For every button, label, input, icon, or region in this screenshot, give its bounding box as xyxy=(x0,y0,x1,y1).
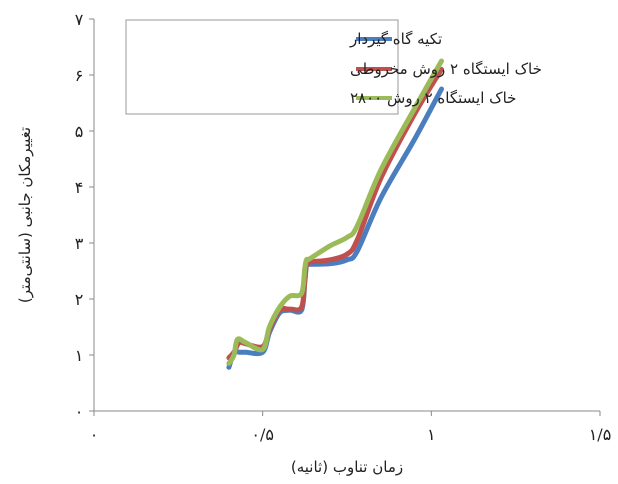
x-tick-label: ۱/۵ xyxy=(589,425,612,444)
y-tick-label: ۳ xyxy=(75,234,84,253)
tick-marks: ۰ ۱ ۲ ۳ ۴ ۵ ۶ ۷ ۰ ۰/۵ ۱ ۱/۵ xyxy=(75,10,612,444)
y-tick-label: ۶ xyxy=(75,66,84,85)
y-tick-label: ۷ xyxy=(75,10,84,29)
x-tick-label: ۰ xyxy=(90,425,99,444)
y-tick-label: ۴ xyxy=(75,178,84,197)
legend-label-1: خاک ایستگاه ۲ روش مخروطی xyxy=(350,60,542,78)
x-tick-label: ۰/۵ xyxy=(251,425,274,444)
y-axis-title: تغییرمکان جانبی (سانتی‌متر) xyxy=(16,127,34,303)
legend-box xyxy=(125,19,399,115)
legend-label-2: خاک ایستگاه ۲ روش ۲۸۰۰ xyxy=(350,89,516,107)
y-tick-label: ۲ xyxy=(75,290,84,309)
legend: تکیه گاه گیردار خاک ایستگاه ۲ روش مخروطی… xyxy=(125,19,542,115)
x-axis-title: زمان تناوب (ثانیه) xyxy=(291,458,403,476)
series-line-2 xyxy=(226,58,444,366)
y-tick-label: ۵ xyxy=(75,122,84,141)
x-tick-label: ۱ xyxy=(427,425,436,444)
y-tick-label: ۰ xyxy=(75,402,84,421)
series-line-0 xyxy=(226,86,444,370)
series-lines xyxy=(226,58,444,370)
y-tick-label: ۱ xyxy=(75,346,84,365)
legend-label-0: تکیه گاه گیردار xyxy=(349,30,442,48)
axes xyxy=(93,19,600,412)
